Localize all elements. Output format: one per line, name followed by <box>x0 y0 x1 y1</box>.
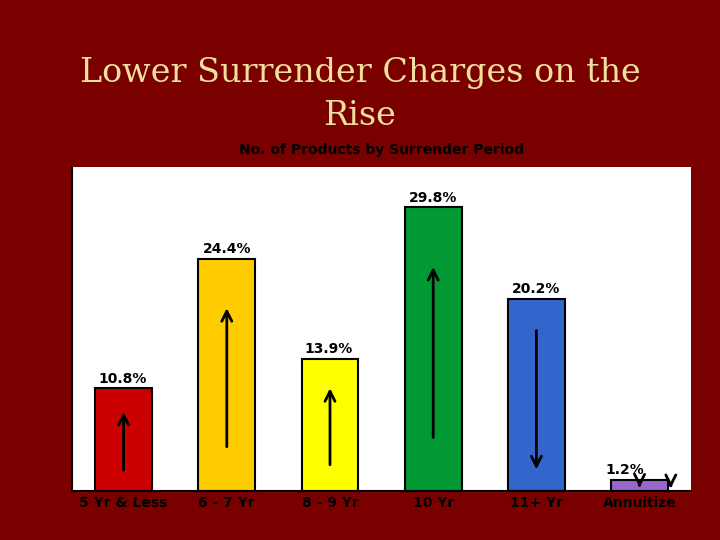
Text: Rise: Rise <box>323 100 397 132</box>
Bar <box>405 207 462 491</box>
Text: 10.8%: 10.8% <box>98 372 146 386</box>
Bar <box>199 259 255 491</box>
Bar <box>95 388 152 491</box>
Bar <box>508 299 564 491</box>
Text: 29.8%: 29.8% <box>409 191 457 205</box>
Title: No. of Products by Surrender Period: No. of Products by Surrender Period <box>239 143 524 157</box>
Bar <box>302 359 359 491</box>
Text: 13.9%: 13.9% <box>305 342 353 356</box>
Text: 24.4%: 24.4% <box>202 242 251 256</box>
Text: Lower Surrender Charges on the: Lower Surrender Charges on the <box>80 57 640 89</box>
Text: 20.2%: 20.2% <box>512 282 561 296</box>
Text: 1.2%: 1.2% <box>606 463 644 477</box>
Bar <box>611 480 668 491</box>
